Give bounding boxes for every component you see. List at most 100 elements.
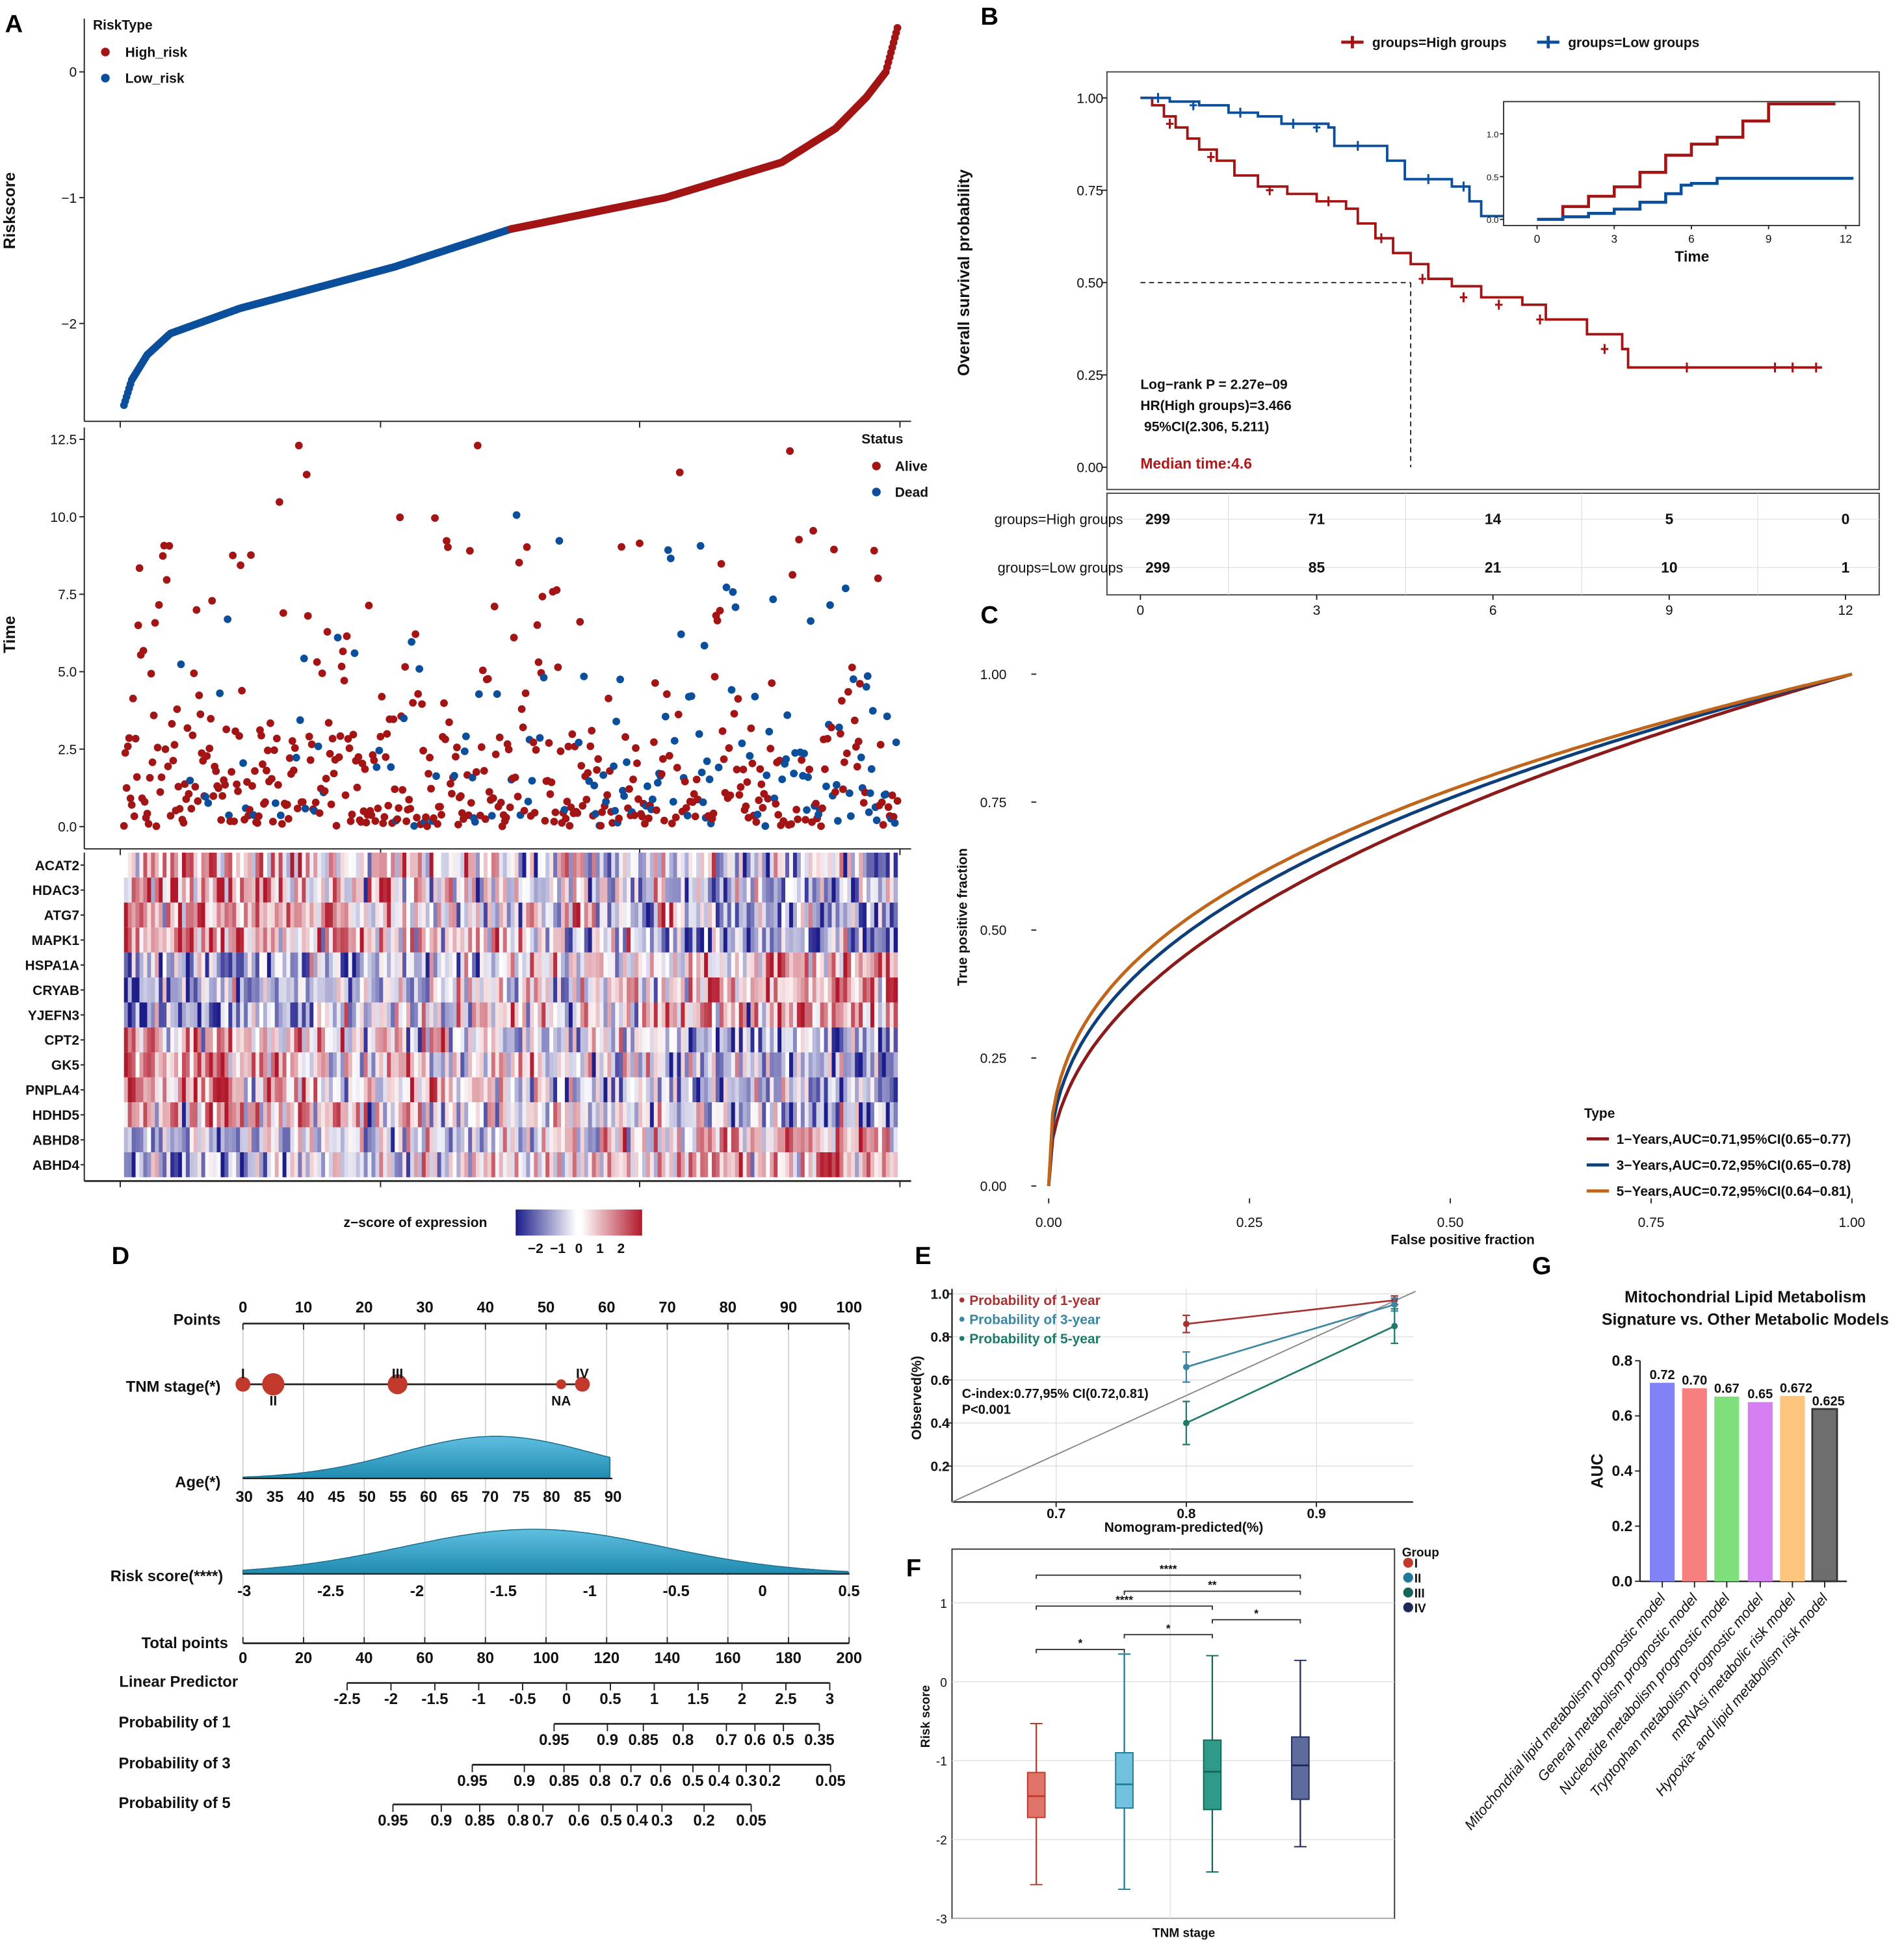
heatmap-cell (673, 1127, 678, 1153)
heatmap-cell (236, 927, 241, 953)
heatmap-cell (615, 952, 619, 978)
status-point (225, 811, 233, 820)
heatmap-cell (329, 1102, 333, 1128)
heatmap-cell (464, 977, 469, 1003)
heatmap-cell (619, 1052, 623, 1078)
heatmap-cell (700, 1002, 705, 1027)
heatmap-cell (851, 1077, 855, 1103)
heatmap-cell (649, 877, 655, 903)
heatmap-cell (812, 902, 817, 928)
status-point (348, 810, 356, 819)
heatmap-cell (607, 1152, 612, 1178)
heatmap-cell (379, 1102, 384, 1128)
heatmap-cell (143, 877, 148, 903)
heatmap-cell (855, 1002, 859, 1027)
heatmap-cell (270, 1002, 276, 1027)
heatmap-cell (874, 927, 879, 953)
heatmap-cell (738, 877, 744, 903)
heatmap-cell (742, 1027, 748, 1053)
heatmap-cell (514, 1127, 519, 1153)
heatmap-cell (240, 1027, 244, 1053)
x-tick-label: 0.9 (1307, 1506, 1326, 1521)
heatmap-cell (356, 852, 361, 878)
age-tick-label: 45 (328, 1488, 345, 1506)
heatmap-cell (131, 977, 137, 1003)
heatmap-cell (518, 927, 523, 953)
heatmap-cell (294, 1027, 298, 1053)
heatmap-cell (483, 1152, 488, 1178)
heatmap-cell (855, 1127, 859, 1153)
heatmap-cell (506, 1077, 512, 1103)
heatmap-cell (692, 902, 697, 928)
heatmap-cell (480, 977, 484, 1003)
heatmap-cell (177, 1052, 183, 1078)
heatmap-cell (607, 877, 612, 903)
status-point (519, 723, 527, 732)
heatmap-cell (433, 877, 438, 903)
chart-title: Mitochondrial Lipid Metabolism (1624, 1289, 1866, 1306)
status-point (161, 745, 170, 753)
heatmap-cell (576, 977, 581, 1003)
heatmap-cell (754, 952, 759, 978)
heatmap-cell (584, 1102, 589, 1128)
heatmap-cell (197, 852, 202, 878)
heatmap-cell (669, 1027, 674, 1053)
heatmap-cell (758, 1152, 763, 1178)
heatmap-cell (685, 1027, 689, 1053)
heatmap-cell (302, 1002, 306, 1027)
heatmap-cell (545, 952, 550, 978)
heatmap-cell (731, 1102, 736, 1128)
heatmap-cell (170, 1077, 175, 1103)
heatmap-cell (564, 1002, 569, 1027)
heatmap-cell (290, 902, 295, 928)
heatmap-cell (270, 1052, 276, 1078)
heatmap-cell (166, 852, 171, 878)
heatmap-cell (163, 1127, 167, 1153)
heatmap-cell (889, 1077, 894, 1103)
heatmap-cell (159, 1077, 163, 1103)
heatmap-cell (472, 952, 476, 978)
heatmap-cell (603, 1077, 608, 1103)
heatmap-cell (735, 1127, 740, 1153)
heatmap-cell (615, 902, 619, 928)
risk-table-value: 299 (1145, 559, 1170, 576)
heatmap-cell (441, 1127, 446, 1153)
heatmap-cell (855, 1077, 859, 1103)
heatmap-cell (124, 927, 129, 953)
heatmap-cell (298, 977, 302, 1003)
heatmap-cell (580, 1077, 585, 1103)
heatmap-cell (735, 1002, 740, 1027)
heatmap-cell (534, 927, 538, 953)
heatmap-cell (383, 877, 387, 903)
heatmap-cell (855, 1152, 859, 1178)
status-point (867, 765, 876, 773)
heatmap-cell (174, 1052, 179, 1078)
heatmap-cell (402, 902, 407, 928)
censor-mark (1788, 362, 1797, 373)
heatmap-cell (881, 877, 887, 903)
heatmap-cell (483, 1127, 488, 1153)
heatmap-cell (417, 977, 423, 1003)
heatmap-cell (812, 1102, 817, 1128)
heatmap-cell (174, 902, 179, 928)
p1-tick-label: 0.6 (744, 1731, 766, 1749)
heatmap-cell (201, 977, 206, 1003)
heatmap-cell (151, 1027, 155, 1053)
heatmap-cell (820, 877, 825, 903)
status-point (682, 804, 690, 812)
heatmap-cell (847, 1002, 852, 1027)
heatmap-cell (599, 1102, 605, 1128)
heatmap-cell (595, 1127, 601, 1153)
status-point (564, 742, 573, 751)
riskscore-point (893, 23, 902, 32)
bar-value-label: 0.65 (1747, 1388, 1773, 1402)
heatmap-cell (209, 952, 214, 978)
heatmap-cell (201, 1152, 206, 1178)
status-point (247, 551, 255, 560)
heatmap-cell (526, 952, 530, 978)
total-points-tick-label: 100 (533, 1649, 559, 1667)
status-point (488, 812, 496, 820)
status-point (217, 816, 226, 824)
heatmap-cell (719, 952, 724, 978)
status-point (657, 770, 666, 778)
